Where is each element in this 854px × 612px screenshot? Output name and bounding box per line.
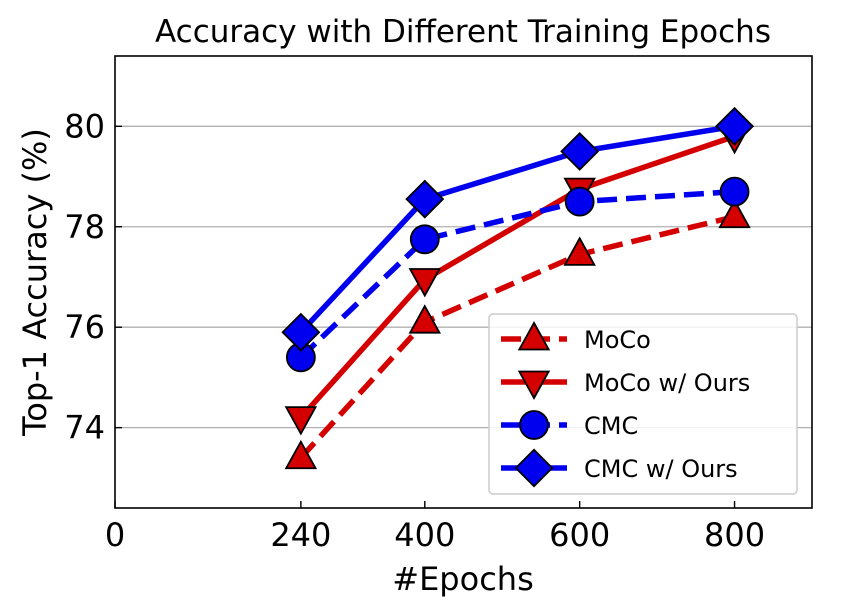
data-point: [560, 131, 600, 171]
y-tick-label: 80: [64, 107, 105, 145]
plot-frame: [114, 55, 813, 509]
data-point: [284, 439, 318, 470]
y-tick-label: 74: [64, 409, 105, 447]
data-point: [408, 304, 442, 334]
x-tick-label: 600: [549, 516, 610, 554]
data-point: [284, 406, 318, 436]
legend-label: CMC w/ Ours: [584, 455, 738, 483]
data-point: [408, 268, 442, 298]
x-tick-label: 800: [704, 516, 765, 554]
legend-label: MoCo: [584, 326, 651, 354]
series-2: [285, 176, 750, 373]
legend-entry: MoCo w/ Ours: [501, 369, 750, 400]
data-point: [718, 198, 751, 229]
y-tick-label: 76: [64, 308, 105, 346]
chart-title: Accuracy with Different Training Epochs: [155, 14, 771, 50]
x-tick-label: 0: [105, 516, 125, 554]
data-point: [715, 106, 755, 146]
data-point: [564, 186, 595, 217]
data-point: [719, 176, 750, 207]
legend-label: CMC: [584, 412, 638, 440]
data-point: [563, 236, 596, 266]
y-axis-label: Top-1 Accuracy (%): [16, 128, 54, 437]
series-line: [298, 123, 735, 335]
legend-marker: [514, 448, 554, 488]
legend-marker: [519, 410, 549, 440]
legend-marker: [517, 321, 551, 351]
series-line: [298, 133, 736, 420]
legend-entry: CMC: [501, 410, 638, 440]
series-0: [284, 198, 751, 470]
data-point: [281, 312, 321, 352]
legend: MoCo MoCo w/ Ours CMC CMC w/ Ours: [488, 313, 798, 495]
series-line: [298, 214, 736, 460]
series-line: [298, 188, 735, 360]
x-tick-label: 400: [394, 516, 455, 554]
x-axis-label: #Epochs: [392, 560, 533, 598]
data-point: [405, 179, 445, 219]
legend-marker: [517, 370, 551, 400]
x-tick-label: 240: [270, 516, 331, 554]
legend-label: MoCo w/ Ours: [584, 369, 750, 397]
data-point: [409, 224, 440, 255]
legend-box: [488, 313, 798, 495]
series-layer: [281, 106, 755, 470]
y-tick-label: 78: [64, 208, 105, 246]
legend-entry: CMC w/ Ours: [501, 448, 738, 488]
series-3: [281, 106, 755, 352]
legend-entry: MoCo: [501, 321, 651, 354]
